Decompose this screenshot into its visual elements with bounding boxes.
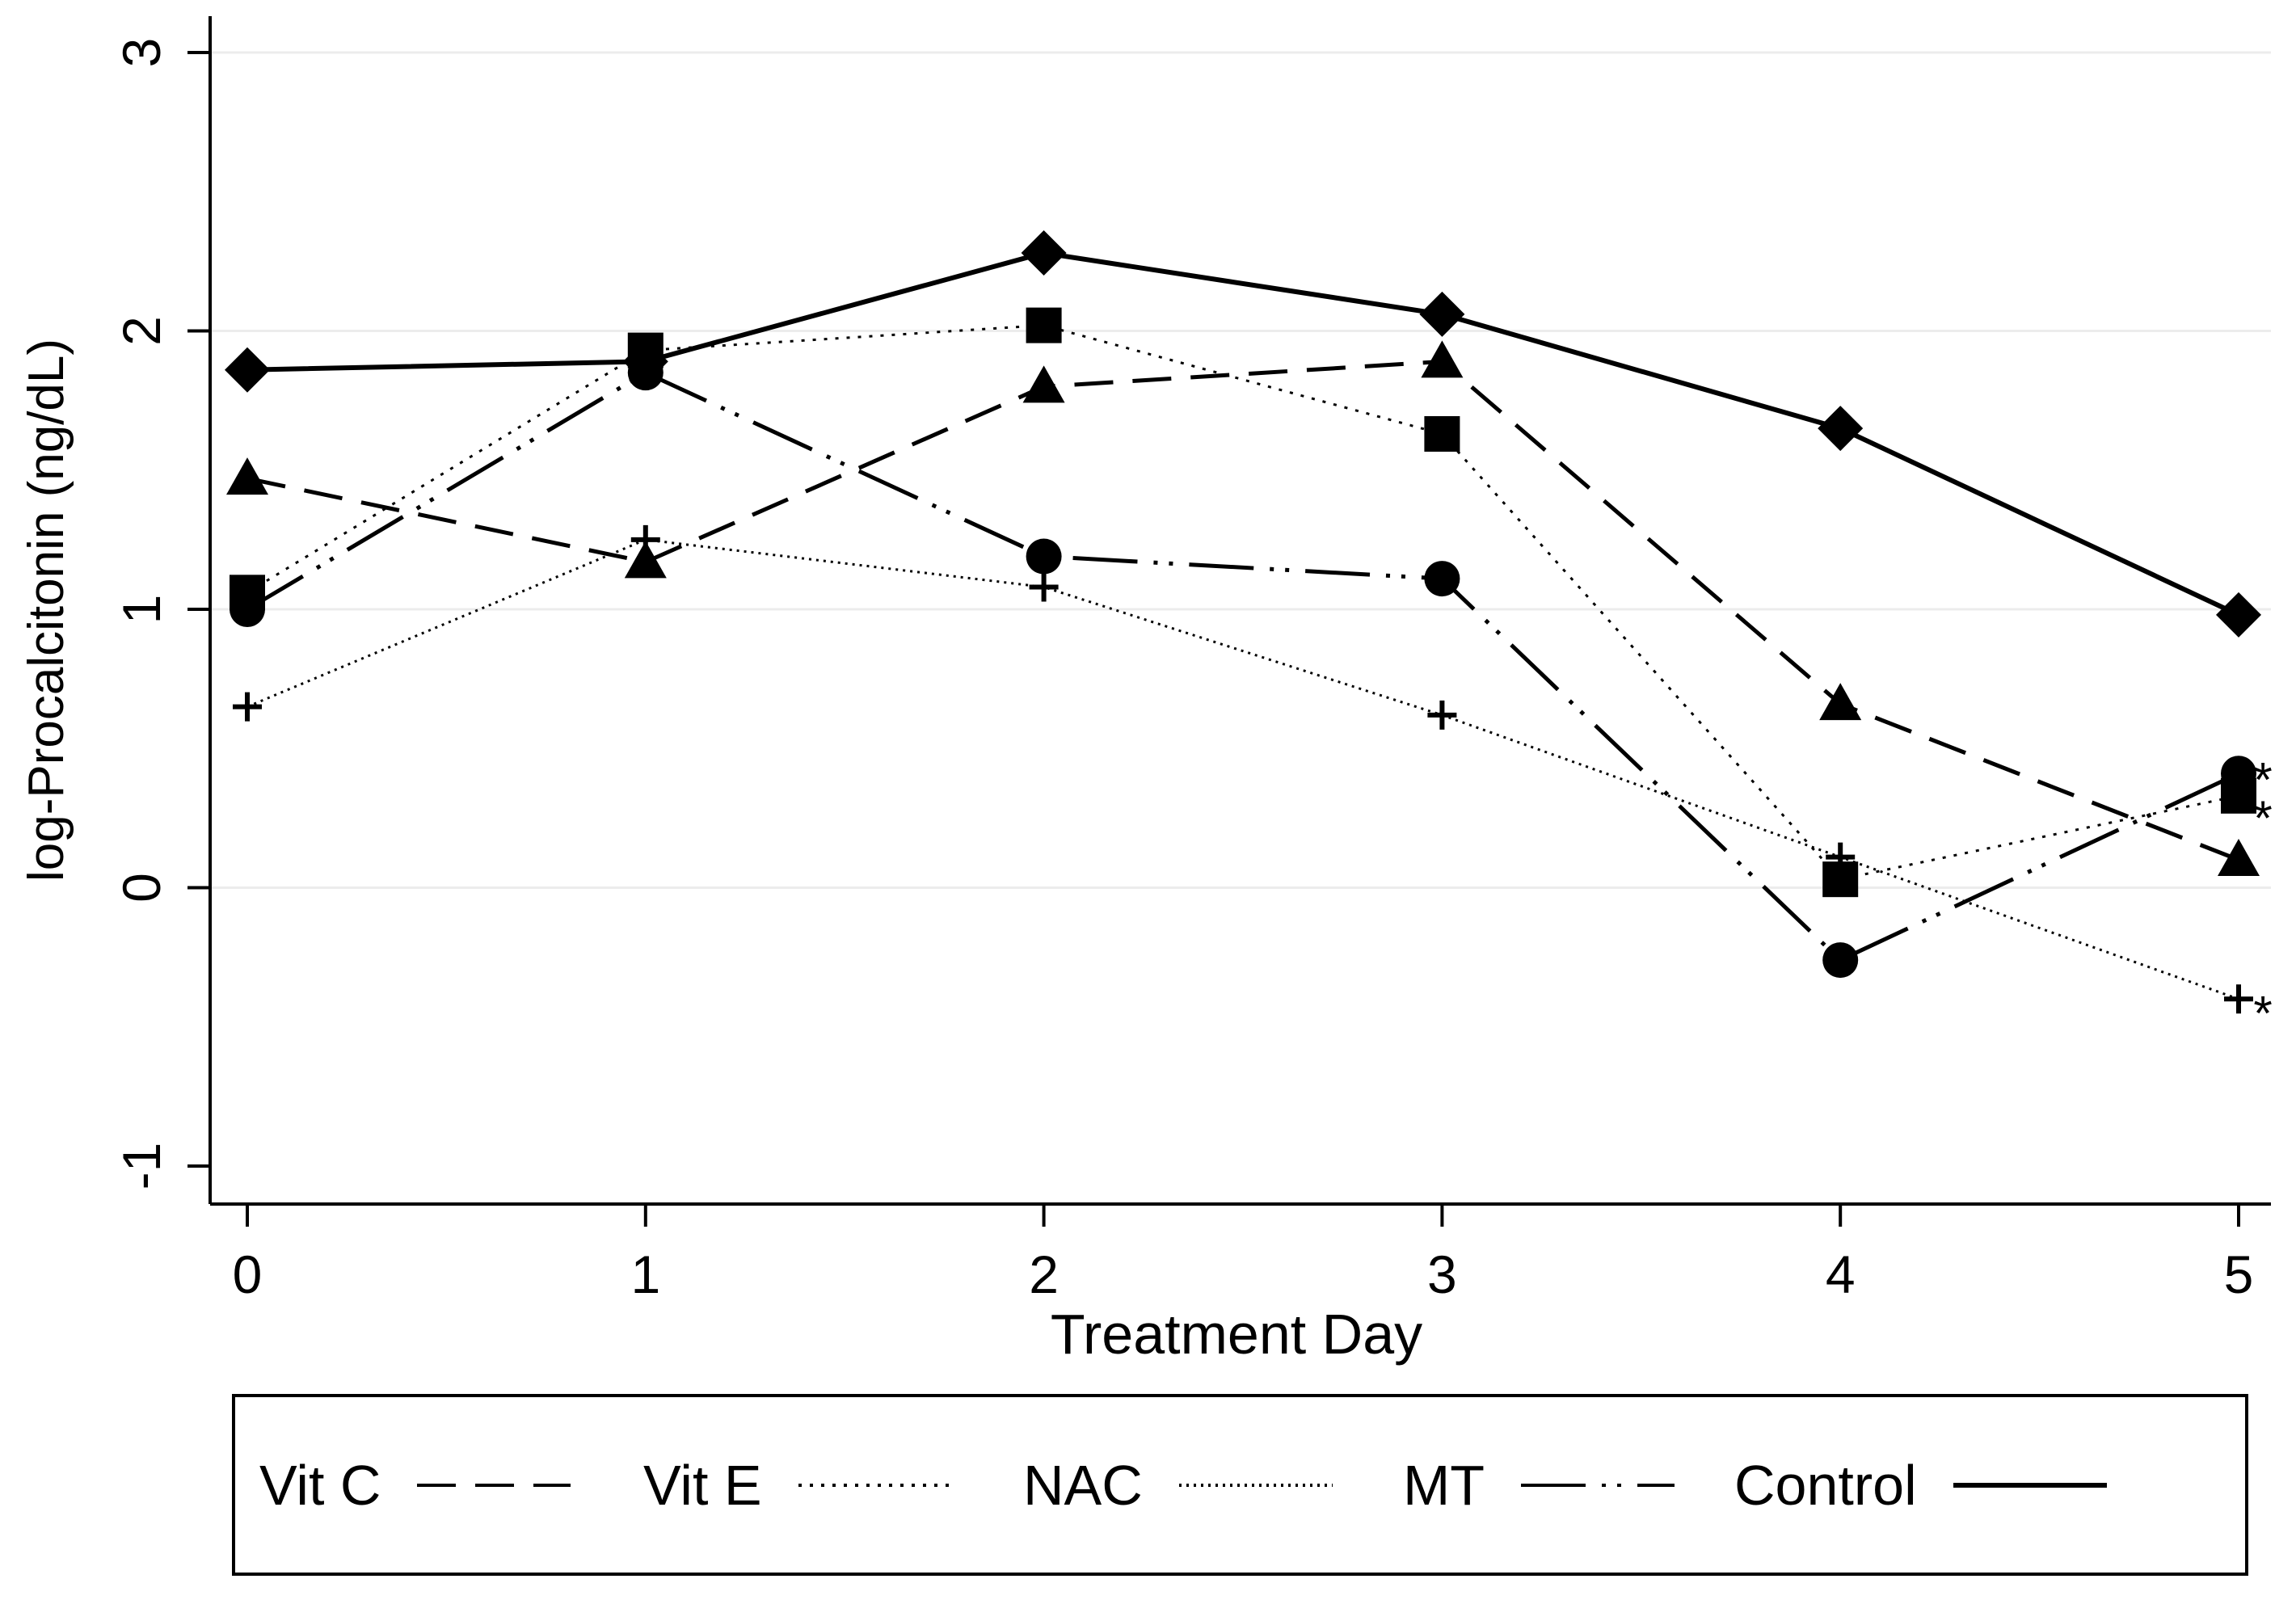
point-vit-c-day-3 bbox=[1421, 340, 1464, 378]
x-tick-label-3: 3 bbox=[1427, 1244, 1457, 1304]
x-tick-label-4: 4 bbox=[1826, 1244, 1856, 1304]
point-control-day-4 bbox=[1818, 406, 1864, 452]
series-markers bbox=[225, 230, 2261, 1014]
series-line-vit-e bbox=[246, 324, 2239, 881]
point-vit-c-day-0 bbox=[226, 457, 268, 495]
legend-swatch-control bbox=[1953, 1482, 2107, 1488]
significance-asterisk-mt: * bbox=[2253, 752, 2272, 806]
x-tick-label-0: 0 bbox=[233, 1244, 263, 1304]
legend-swatch-vit-e bbox=[798, 1483, 952, 1487]
y-tick-label-4: 3 bbox=[112, 38, 171, 68]
significance-asterisk-vit-e: * bbox=[2253, 791, 2272, 845]
point-mt-day-4 bbox=[1822, 942, 1859, 979]
point-nac-day-5 bbox=[2224, 984, 2253, 1014]
series-line-nac bbox=[246, 538, 2239, 1000]
point-mt-day-0 bbox=[230, 592, 265, 627]
y-tick-label-3: 2 bbox=[112, 316, 171, 346]
x-tick-label-1: 1 bbox=[630, 1244, 660, 1304]
legend-items: Vit C Vit E NAC MT Control bbox=[235, 1397, 2245, 1573]
point-vit-c-day-2 bbox=[1022, 365, 1065, 403]
point-control-day-5 bbox=[2216, 592, 2261, 638]
y-tick-label-1: 0 bbox=[112, 873, 171, 903]
legend-label-vit-e: Vit E bbox=[643, 1453, 762, 1517]
legend-swatch-vit-c bbox=[417, 1483, 571, 1487]
point-control-day-0 bbox=[225, 347, 270, 393]
y-tick-label-2: 1 bbox=[112, 595, 171, 625]
point-vit-c-day-1 bbox=[624, 541, 667, 579]
point-vit-c-day-5 bbox=[2218, 839, 2260, 877]
legend-swatch-nac bbox=[1178, 1483, 1333, 1487]
significance-asterisk-nac: * bbox=[2253, 986, 2272, 1040]
legend-label-nac: NAC bbox=[1023, 1453, 1143, 1517]
legend-item-vit-c: Vit C bbox=[259, 1457, 571, 1514]
series-line-control bbox=[246, 250, 2240, 617]
grid-lines bbox=[210, 51, 2271, 889]
legend-item-nac: NAC bbox=[1023, 1457, 1333, 1514]
point-nac-day-2 bbox=[1029, 572, 1059, 602]
point-nac-day-3 bbox=[1427, 700, 1457, 730]
series-line-mt bbox=[246, 370, 2240, 963]
series-line-vit-c bbox=[246, 359, 2239, 862]
legend-item-control: Control bbox=[1734, 1457, 2107, 1514]
point-control-day-2 bbox=[1021, 230, 1067, 276]
legend-label-control: Control bbox=[1734, 1453, 1917, 1517]
point-nac-day-1 bbox=[630, 524, 660, 554]
x-tick-label-2: 2 bbox=[1029, 1244, 1059, 1304]
point-mt-day-2 bbox=[1026, 538, 1062, 575]
axes bbox=[187, 16, 2271, 1227]
legend-label-vit-c: Vit C bbox=[259, 1453, 381, 1517]
point-mt-day-5 bbox=[2221, 756, 2256, 792]
point-vit-e-day-3 bbox=[1424, 415, 1460, 452]
series-lines bbox=[246, 250, 2240, 1000]
legend-swatch-mt bbox=[1521, 1483, 1675, 1487]
legend: Vit C Vit E NAC MT Control bbox=[232, 1394, 2248, 1576]
legend-label-mt: MT bbox=[1403, 1453, 1485, 1517]
x-axis-title: Treatment Day bbox=[1051, 1303, 1422, 1366]
legend-item-mt: MT bbox=[1403, 1457, 1675, 1514]
x-tick-label-5: 5 bbox=[2224, 1244, 2254, 1304]
point-vit-e-day-2 bbox=[1026, 307, 1062, 343]
point-vit-c-day-4 bbox=[1819, 683, 1862, 721]
point-nac-day-4 bbox=[1826, 842, 1856, 872]
legend-item-vit-e: Vit E bbox=[643, 1457, 952, 1514]
y-tick-label-0: -1 bbox=[112, 1143, 171, 1190]
point-nac-day-0 bbox=[233, 692, 262, 722]
point-mt-day-3 bbox=[1424, 561, 1460, 597]
point-control-day-3 bbox=[1419, 291, 1465, 337]
point-control-day-1 bbox=[622, 339, 668, 385]
y-axis-title: log-Procalcitonin (ng/dL) bbox=[19, 339, 74, 882]
axis-labels: -1 0 1 2 3 0 1 2 3 4 5 Treatment Day log-Procalciton… bbox=[19, 38, 2273, 1366]
